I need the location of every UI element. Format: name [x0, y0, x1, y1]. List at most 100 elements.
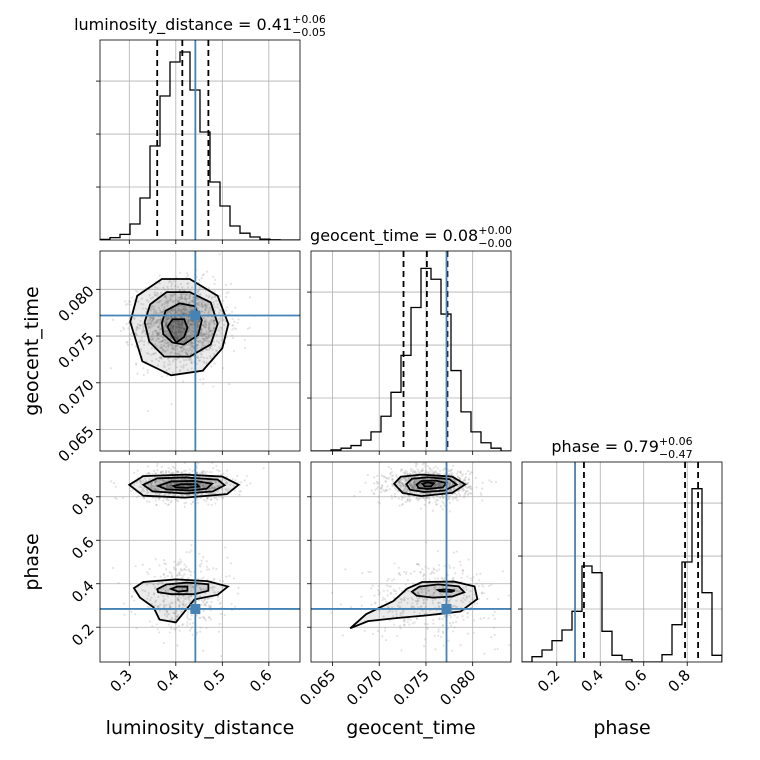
- sample-point: [158, 631, 161, 634]
- sample-point: [171, 343, 175, 346]
- sample-point: [201, 332, 204, 336]
- sample-point: [169, 299, 172, 302]
- sample-point: [151, 487, 154, 490]
- sample-point: [175, 609, 178, 613]
- sample-point: [464, 479, 467, 482]
- sample-point: [419, 571, 422, 574]
- sample-point: [185, 353, 189, 356]
- sample-point: [419, 571, 422, 574]
- sample-point: [148, 294, 151, 297]
- sample-point: [375, 480, 379, 483]
- contour-line-3: [420, 481, 436, 488]
- sample-point: [416, 562, 419, 566]
- contour-line-5: [156, 581, 210, 596]
- sample-point: [427, 589, 431, 592]
- sample-point: [179, 304, 182, 307]
- sample-point: [434, 585, 437, 588]
- sample-point: [219, 601, 222, 604]
- sample-point: [188, 629, 191, 632]
- sample-point: [463, 478, 466, 482]
- sample-point: [190, 320, 194, 323]
- sample-point: [163, 349, 166, 352]
- sample-point: [196, 343, 199, 346]
- sample-point: [218, 579, 222, 582]
- sample-point: [155, 358, 158, 361]
- sample-point: [399, 479, 403, 482]
- sample-point: [385, 477, 389, 480]
- sample-point: [423, 622, 426, 625]
- sample-point: [431, 495, 435, 499]
- sample-point: [167, 340, 170, 343]
- sample-point: [434, 484, 437, 487]
- sample-point: [171, 360, 174, 363]
- sample-point: [191, 344, 194, 347]
- histogram-step-line: [522, 488, 722, 662]
- sample-point: [157, 333, 160, 336]
- sample-point: [382, 615, 385, 618]
- sample-point: [171, 331, 174, 334]
- sample-point: [169, 484, 172, 487]
- sample-point: [159, 356, 162, 359]
- sample-point: [163, 606, 166, 609]
- sample-point: [432, 622, 435, 625]
- sample-point: [146, 500, 149, 503]
- sample-point: [203, 311, 206, 314]
- sample-point: [364, 481, 367, 484]
- sample-point: [395, 488, 398, 491]
- sample-point: [150, 482, 153, 485]
- sample-point: [167, 485, 170, 488]
- sample-point: [172, 358, 175, 361]
- sample-point: [391, 485, 394, 488]
- sample-point: [172, 372, 175, 375]
- sample-point: [132, 590, 136, 593]
- sample-point: [178, 295, 181, 299]
- sample-point: [164, 329, 167, 333]
- sample-point: [178, 288, 181, 292]
- sample-point: [157, 595, 160, 599]
- sample-point: [175, 338, 178, 341]
- x-axis-label-geocent_time: geocent_time: [346, 717, 475, 739]
- sample-point: [421, 467, 424, 470]
- sample-point: [177, 599, 181, 602]
- sample-point: [218, 329, 221, 333]
- sample-point: [416, 597, 419, 600]
- sample-point: [177, 300, 180, 303]
- sample-point: [135, 491, 138, 494]
- sample-point: [156, 462, 159, 466]
- sample-point: [478, 598, 481, 601]
- sample-point: [169, 486, 173, 490]
- sample-point: [191, 625, 194, 629]
- sample-point: [160, 328, 163, 331]
- panel-frame: [521, 461, 723, 663]
- sample-point: [192, 493, 195, 496]
- sample-point: [170, 478, 173, 481]
- sample-point: [165, 320, 168, 323]
- sample-point: [149, 307, 152, 310]
- sample-point: [411, 622, 415, 625]
- sample-point: [148, 317, 151, 321]
- sample-point: [448, 614, 451, 617]
- sample-point: [189, 599, 192, 602]
- sample-point: [185, 312, 188, 315]
- sample-point: [129, 303, 132, 306]
- sample-point: [192, 329, 195, 332]
- sample-point: [418, 478, 421, 482]
- sample-point: [177, 321, 181, 325]
- sample-point: [153, 310, 156, 313]
- sample-point: [163, 613, 167, 616]
- sample-point: [168, 606, 172, 609]
- sample-point: [418, 471, 421, 474]
- sample-point: [178, 323, 181, 326]
- sample-point: [384, 488, 388, 492]
- sample-point: [202, 337, 205, 340]
- sample-point: [434, 465, 437, 468]
- sample-point: [451, 577, 454, 580]
- sample-point: [200, 331, 203, 335]
- sample-point: [181, 305, 185, 308]
- sample-point: [176, 322, 179, 326]
- sample-point: [205, 348, 208, 351]
- sample-point: [196, 321, 199, 324]
- sample-point: [433, 587, 436, 590]
- sample-point: [398, 484, 402, 487]
